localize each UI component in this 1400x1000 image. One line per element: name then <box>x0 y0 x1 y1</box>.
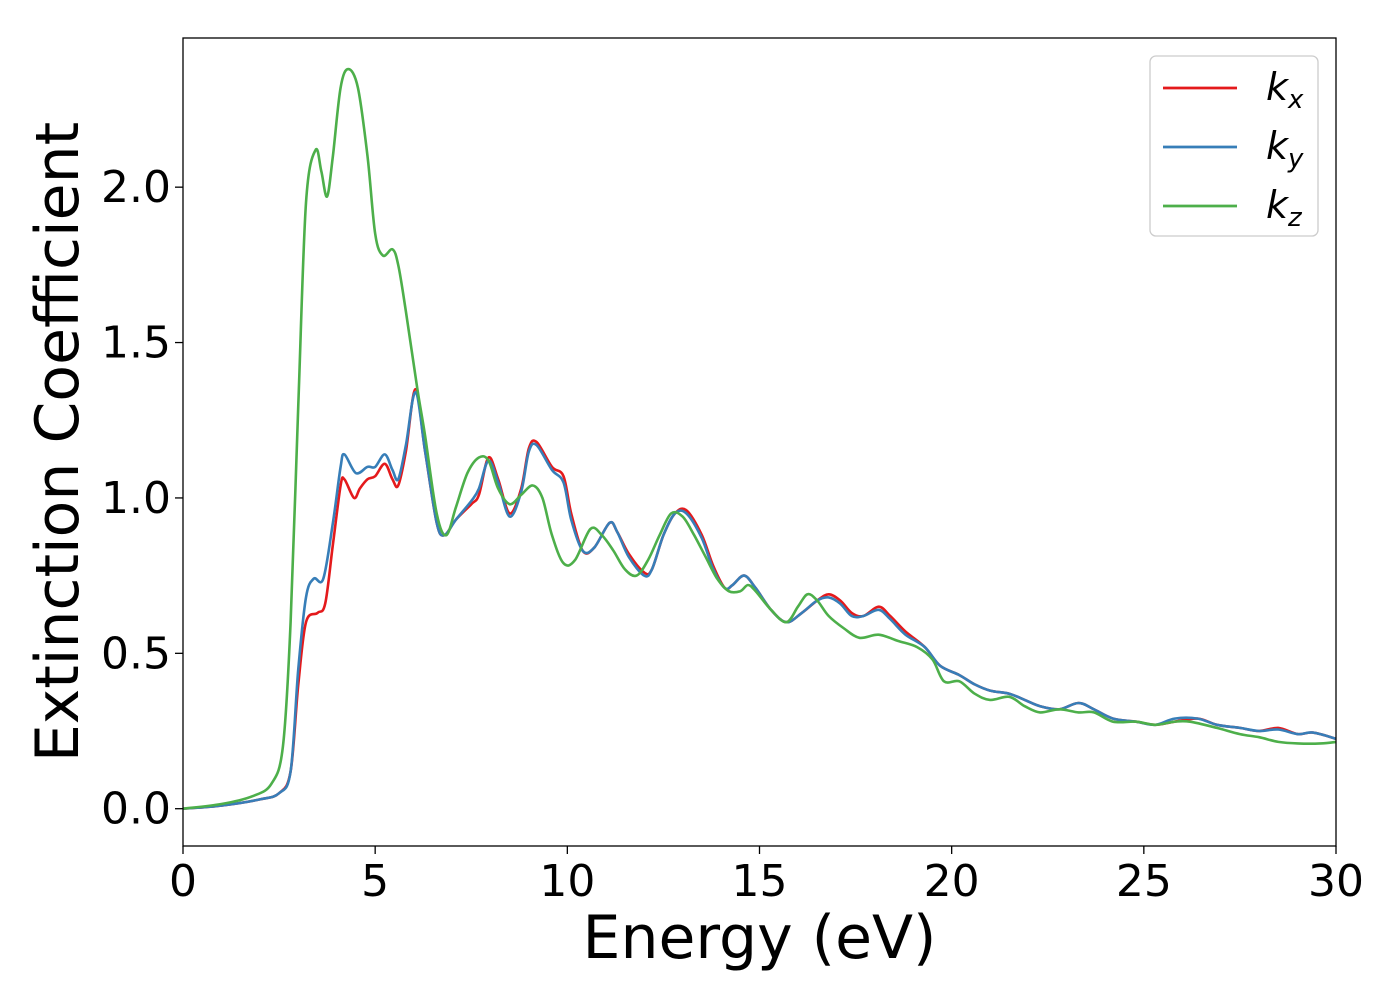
legend-label-kx: kx <box>1266 65 1304 115</box>
x-tick-label: 5 <box>361 856 389 907</box>
y-axis: 0.0 0.5 1.0 1.5 2.0 <box>101 162 183 835</box>
x-tick-label: 20 <box>924 856 980 907</box>
legend-label-kz: kz <box>1266 183 1303 233</box>
series-line-kz <box>183 67 1336 810</box>
x-axis: 0 5 10 15 20 25 30 <box>169 846 1364 907</box>
series-line-kx <box>183 387 1336 810</box>
series-layer <box>183 67 1336 810</box>
series-line-ky <box>183 390 1336 810</box>
y-tick-label: 2.0 <box>101 162 171 213</box>
y-tick-label: 1.0 <box>101 473 171 524</box>
x-tick-label: 30 <box>1308 856 1364 907</box>
y-tick-label: 0.0 <box>101 784 171 835</box>
x-tick-label: 25 <box>1116 856 1172 907</box>
y-tick-label: 0.5 <box>101 628 171 679</box>
legend-label-ky: ky <box>1266 124 1304 174</box>
x-tick-label: 15 <box>732 856 788 907</box>
x-tick-label: 0 <box>169 856 197 907</box>
y-axis-title: Extinction Coefficient <box>23 122 93 762</box>
legend: kx ky kz <box>1149 55 1319 237</box>
x-axis-title: Energy (eV) <box>583 903 937 973</box>
x-tick-label: 10 <box>539 856 595 907</box>
y-tick-label: 1.5 <box>101 318 171 369</box>
